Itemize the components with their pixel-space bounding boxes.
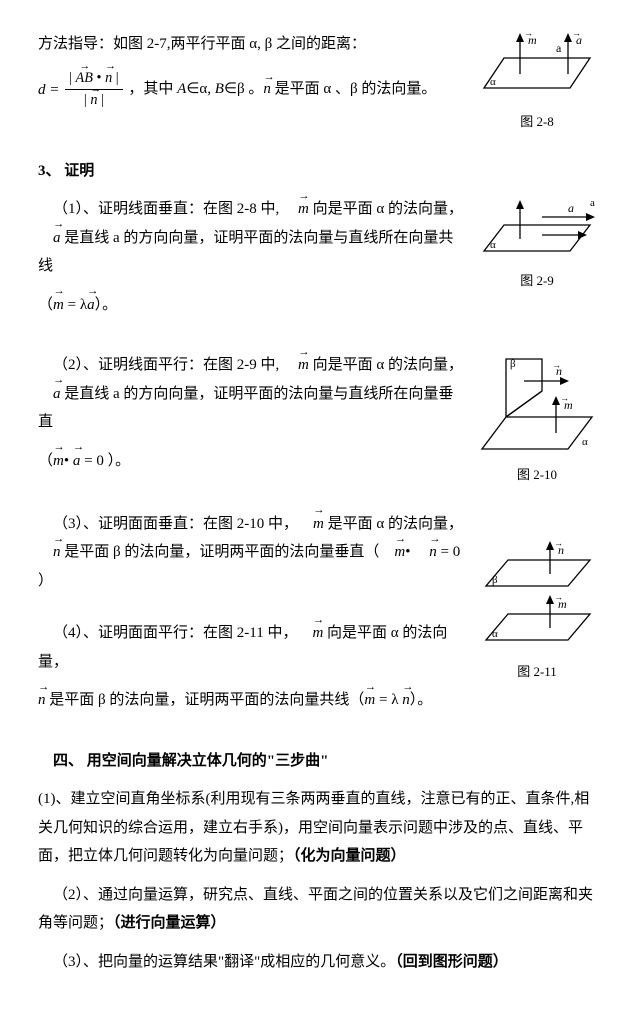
- figure-2-11-caption: 图 2-11: [472, 660, 602, 685]
- step-1: (1)、建立空间直角坐标系(利用现有三条两两垂直的直线，注意已有的正、直条件,相…: [38, 785, 602, 871]
- formula-post: ，其中 A∈α, B∈β 。n 是平面 α 、β 的法向量。: [128, 81, 436, 97]
- svg-text:α: α: [582, 436, 588, 448]
- svg-text:→: →: [572, 30, 581, 38]
- method-text: 如图 2-7,两平行平面 α, β 之间的距离：: [113, 36, 366, 52]
- proof-1: a a α 图 2-9 （1）、证明线面垂直：在图 2-8 中, m 向是平面 …: [38, 195, 602, 329]
- svg-text:β: β: [492, 574, 498, 586]
- svg-text:α: α: [490, 239, 496, 251]
- step-2: （2）、通过向量运算，研究点、直线、平面之间的位置关系以及它们之间距离和夹角等问…: [38, 881, 602, 938]
- figure-2-9: a a α 图 2-9: [472, 195, 602, 294]
- svg-text:→: →: [552, 360, 561, 370]
- section-3-title: 3、 证明: [38, 157, 602, 186]
- section-4-title: 四、 用空间向量解决立体几何的"三步曲": [38, 747, 602, 776]
- svg-text:→: →: [554, 592, 563, 602]
- figure-2-11: n → β m → α 图 2-11: [472, 540, 602, 685]
- proof-2: n → m → β α 图 2-10 （2）、证明线面平行：在图 2-9 中, …: [38, 351, 602, 488]
- svg-text:a: a: [568, 201, 574, 215]
- svg-text:→: →: [554, 540, 563, 548]
- formula-lhs: d =: [38, 81, 63, 97]
- proof-1-formula: （m = λa）。: [38, 291, 602, 320]
- svg-text:α: α: [492, 628, 498, 640]
- svg-text:a: a: [590, 197, 595, 209]
- figure-2-8-caption: 图 2-8: [472, 110, 602, 135]
- fraction: | AB • n | | n |: [65, 69, 123, 112]
- figure-2-10: n → m → β α 图 2-10: [472, 351, 602, 488]
- figure-2-8: m → a a → α 图 2-8: [472, 30, 602, 135]
- step-3: （3）、把向量的运算结果"翻译"成相应的几何意义。（回到图形问题）: [38, 948, 602, 977]
- svg-text:→: →: [524, 30, 533, 38]
- svg-text:→: →: [560, 393, 569, 403]
- proof-3-4: n → β m → α 图 2-11 （3）、证明面面垂直：在图 2-10 中，…: [38, 510, 602, 725]
- fig28-alpha: α: [490, 76, 496, 88]
- method-guide-section: m → a a → α 图 2-8 方法指导：如图 2-7,两平行平面 α, β…: [38, 30, 602, 135]
- figure-2-9-caption: 图 2-9: [472, 269, 602, 294]
- fraction-den: | n |: [65, 90, 123, 111]
- fig28-a-box: a: [556, 41, 562, 55]
- svg-text:β: β: [510, 358, 516, 370]
- proof-4-text-2: n 是平面 β 的法向量，证明两平面的法向量共线（m = λ n）。: [38, 686, 602, 715]
- method-label: 方法指导：: [38, 36, 113, 52]
- figure-2-10-caption: 图 2-10: [472, 463, 602, 488]
